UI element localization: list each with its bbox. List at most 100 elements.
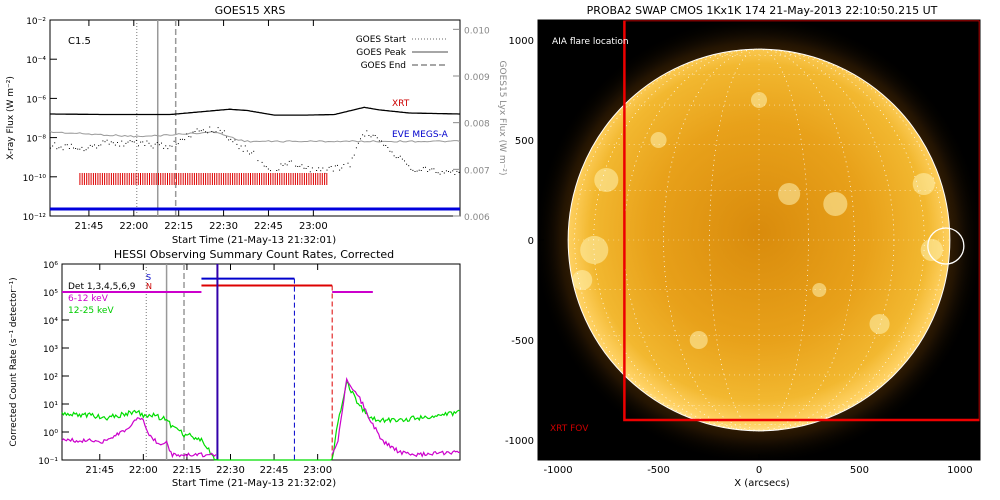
goes-short-channel-point	[450, 171, 452, 173]
hessi-x-tick-label: 22:15	[173, 465, 202, 476]
goes-x-tick-label: 23:00	[299, 221, 328, 232]
goes-short-channel-point	[182, 138, 183, 140]
goes-short-channel-point	[119, 145, 121, 147]
hessi-6-12-kev-line-pre	[61, 417, 217, 459]
goes-short-channel-point	[452, 170, 454, 172]
goes-short-channel-point	[79, 148, 81, 150]
goes-short-channel-point	[404, 160, 405, 162]
goes-legend: GOES Start GOES Peak GOES End	[356, 35, 448, 71]
goes-short-channel-point	[416, 170, 418, 172]
goes-short-channel-point	[311, 167, 313, 169]
goes-short-channel-point	[393, 155, 395, 157]
goes-short-channel-point	[347, 162, 349, 164]
goes-short-channel-point	[261, 161, 263, 163]
active-region	[869, 313, 890, 335]
goes-x-tick-label: 22:45	[254, 221, 283, 232]
goes-short-channel-point	[150, 145, 152, 147]
legend-goes-start: GOES Start	[356, 35, 407, 45]
goes-short-channel-point	[433, 168, 435, 170]
goes-short-channel-point	[330, 166, 332, 167]
marker-s: S	[146, 273, 151, 282]
goes-y-tick-label: 10⁻¹²	[23, 213, 47, 223]
goes-title: GOES15 XRS	[215, 4, 286, 17]
goes-short-channel-point	[397, 157, 399, 158]
goes-short-channel-point	[349, 166, 351, 168]
goes-short-channel-point	[152, 147, 154, 149]
goes-short-channel-point	[278, 169, 280, 171]
goes-xlabel: Start Time (21-May-13 21:32:01)	[172, 235, 336, 246]
goes-short-channel-point	[50, 147, 51, 149]
goes-short-channel-point	[387, 147, 389, 148]
hessi-y-tick-label: 10⁶	[43, 261, 58, 271]
hessi-y-tick-label: 10⁴	[43, 317, 58, 327]
goes-short-channel-point	[131, 141, 133, 143]
goes-short-channel-point	[133, 141, 135, 143]
goes-short-channel-point	[62, 149, 64, 151]
goes-short-channel-point	[244, 145, 246, 147]
goes-short-channel-point	[56, 148, 58, 150]
goes-short-channel-point	[188, 136, 190, 137]
goes-short-channel-point	[125, 142, 127, 144]
goes-short-channel-point	[165, 145, 167, 147]
goes-short-channel-point	[70, 143, 72, 145]
goes-short-channel-point	[177, 143, 179, 145]
goes-y-tick-label: 10⁻⁶	[26, 95, 46, 105]
goes-ylabel: X-ray Flux (W m⁻²)	[6, 76, 16, 160]
goes-short-channel-point	[251, 152, 253, 154]
goes-short-channel-point	[364, 135, 366, 137]
goes-short-channel-point	[282, 165, 284, 166]
goes-short-channel-point	[316, 170, 318, 171]
marker-n: N	[146, 282, 152, 291]
goes-short-channel-point	[114, 144, 116, 146]
active-region	[572, 269, 593, 291]
goes-short-channel-point	[270, 170, 271, 172]
goes-short-channel-point	[301, 164, 303, 166]
goes-short-channel-point	[410, 168, 412, 170]
swap-y-tick-label: 1000	[509, 36, 534, 47]
goes-short-channel-point	[448, 171, 449, 172]
goes-short-channel-point	[305, 168, 307, 169]
goes-long-channel-line	[50, 106, 460, 116]
goes-short-channel-point	[184, 139, 186, 141]
xrt-fov-box	[623, 20, 980, 422]
goes-short-channel-point	[234, 139, 236, 141]
goes-short-channel-point	[267, 168, 269, 170]
goes-y-right-tick-label: 0.007	[464, 166, 490, 176]
goes-y-right-tick-label: 0.008	[464, 120, 490, 130]
swap-x-tick-label: 1000	[947, 465, 972, 476]
goes-short-channel-point	[154, 143, 156, 145]
goes-short-channel-point	[198, 130, 200, 132]
goes-short-channel-point	[454, 174, 456, 175]
goes-short-channel-point	[337, 164, 338, 166]
goes-short-channel-point	[192, 131, 194, 133]
flare-location-circle	[927, 227, 965, 265]
hessi-x-tick-label: 23:00	[303, 465, 332, 476]
eve-label: EVE MEGS-A	[392, 130, 449, 140]
goes-short-channel-point	[420, 170, 422, 171]
goes-short-channel-point	[425, 166, 426, 168]
goes-short-channel-point	[395, 157, 397, 159]
goes-short-channel-point	[173, 140, 175, 142]
goes-short-channel-point	[399, 155, 401, 157]
active-region	[580, 235, 609, 265]
hessi-x-tick-label: 21:45	[85, 465, 114, 476]
hessi-y-tick-label: 10⁻¹	[38, 457, 58, 467]
goes-short-channel-point	[318, 167, 320, 169]
goes-short-channel-point	[144, 145, 146, 146]
swap-y-tick-label: -500	[511, 336, 534, 347]
swap-y-tick-label: -1000	[505, 436, 534, 447]
goes-short-channel-point	[381, 140, 382, 142]
goes-short-channel-point	[431, 168, 433, 170]
goes-short-channel-point	[207, 132, 209, 134]
goes-short-channel-point	[322, 167, 324, 169]
goes-short-channel-point	[445, 170, 447, 172]
active-region	[650, 131, 667, 149]
goes-short-channel-point	[221, 132, 223, 134]
goes-short-channel-point	[135, 139, 137, 141]
goes-short-channel-point	[75, 148, 77, 149]
goes-short-channel-point	[238, 148, 240, 150]
goes-short-channel-point	[66, 144, 68, 146]
swap-y-tick-label: 500	[515, 136, 534, 147]
goes-short-channel-point	[158, 144, 160, 146]
goes-short-channel-point	[226, 136, 227, 138]
